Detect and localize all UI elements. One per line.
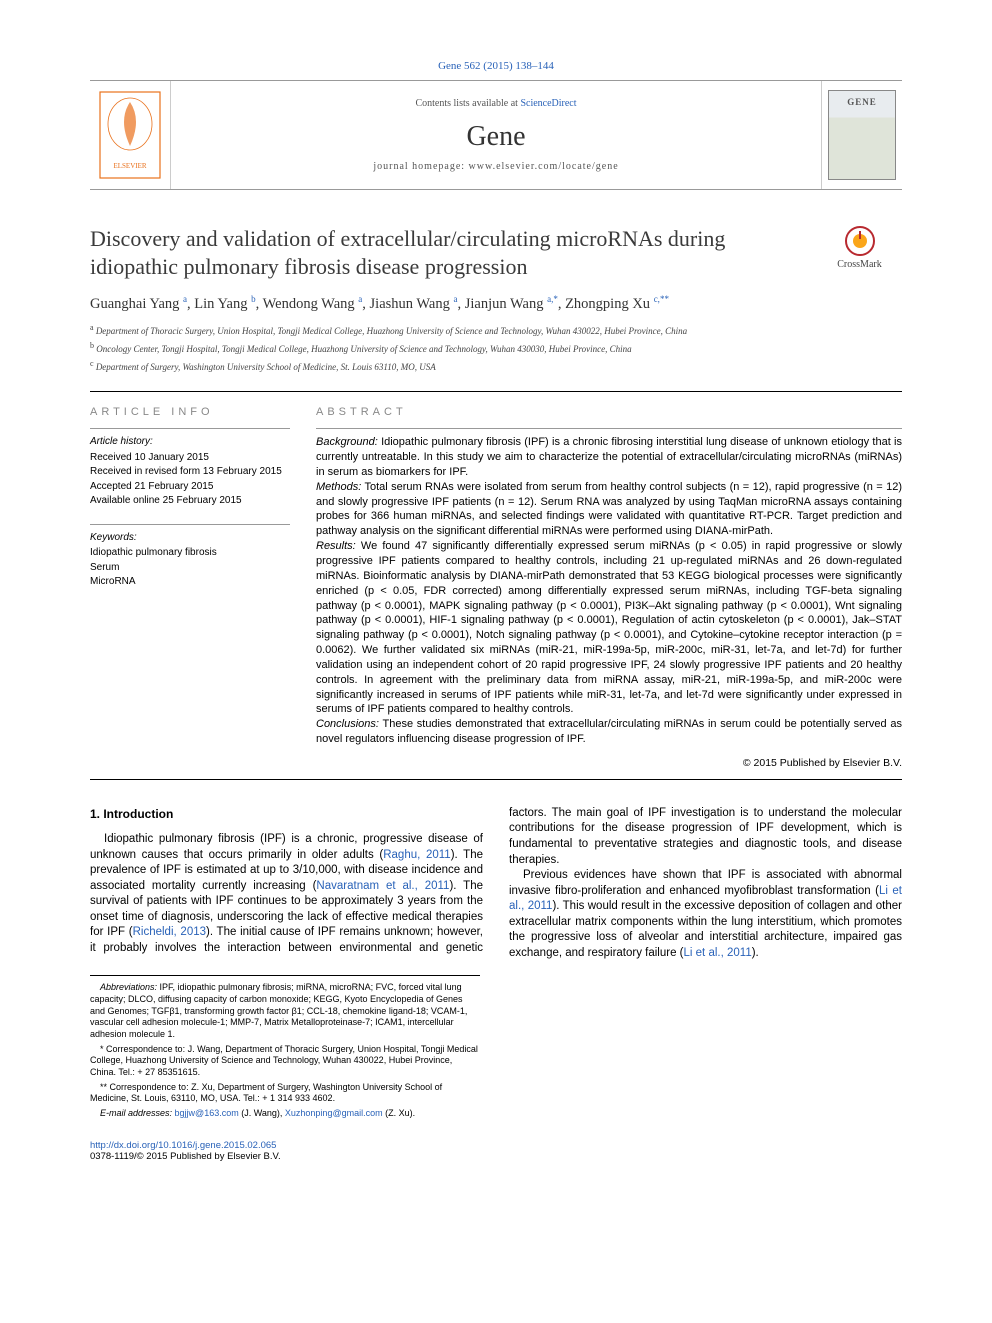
footnotes: Abbreviations: IPF, idiopathic pulmonary… (90, 975, 480, 1120)
abstract-label: abstract (316, 406, 902, 418)
journal-name: Gene (466, 121, 525, 153)
elsevier-logo: ELSEVIER (90, 81, 170, 189)
journal-homepage: journal homepage: www.elsevier.com/locat… (373, 161, 618, 172)
crossmark-badge[interactable]: CrossMark (817, 225, 902, 270)
doi-link[interactable]: http://dx.doi.org/10.1016/j.gene.2015.02… (90, 1140, 276, 1151)
email-link[interactable]: bgjjw@163.com (175, 1108, 239, 1118)
abstract-text: Background: Idiopathic pulmonary fibrosi… (316, 435, 902, 747)
intro-heading: 1. Introduction (90, 806, 483, 822)
citation-link[interactable]: Richeldi, 2013 (133, 926, 206, 938)
running-head-citation: Gene 562 (2015) 138–144 (90, 60, 902, 72)
article-history-block: Article history: Received 10 January 201… (90, 428, 290, 508)
citation-link[interactable]: Navaratnam et al., 2011 (316, 880, 449, 892)
citation-link[interactable]: Li et al., 2011 (684, 947, 752, 959)
svg-text:ELSEVIER: ELSEVIER (113, 162, 146, 170)
journal-cover-thumbnail: GENE (822, 81, 902, 189)
affiliations: a Department of Thoracic Surgery, Union … (90, 323, 902, 373)
contents-available-line: Contents lists available at ScienceDirec… (415, 98, 576, 109)
keywords-block: Keywords: Idiopathic pulmonary fibrosis … (90, 524, 290, 589)
article-title: Discovery and validation of extracellula… (90, 225, 799, 280)
author-list: Guanghai Yang a, Lin Yang b, Wendong Wan… (90, 294, 902, 313)
footer-doi-block: http://dx.doi.org/10.1016/j.gene.2015.02… (90, 1140, 902, 1162)
article-info-label: article info (90, 406, 290, 418)
journal-header-band: ELSEVIER Contents lists available at Sci… (90, 80, 902, 190)
email-link[interactable]: Xuzhonping@gmail.com (285, 1108, 383, 1118)
sciencedirect-link[interactable]: ScienceDirect (520, 98, 576, 109)
citation-link[interactable]: Raghu, 2011 (383, 849, 450, 861)
abstract-copyright: © 2015 Published by Elsevier B.V. (316, 757, 902, 769)
article-body: 1. Introduction Idiopathic pulmonary fib… (90, 806, 902, 961)
